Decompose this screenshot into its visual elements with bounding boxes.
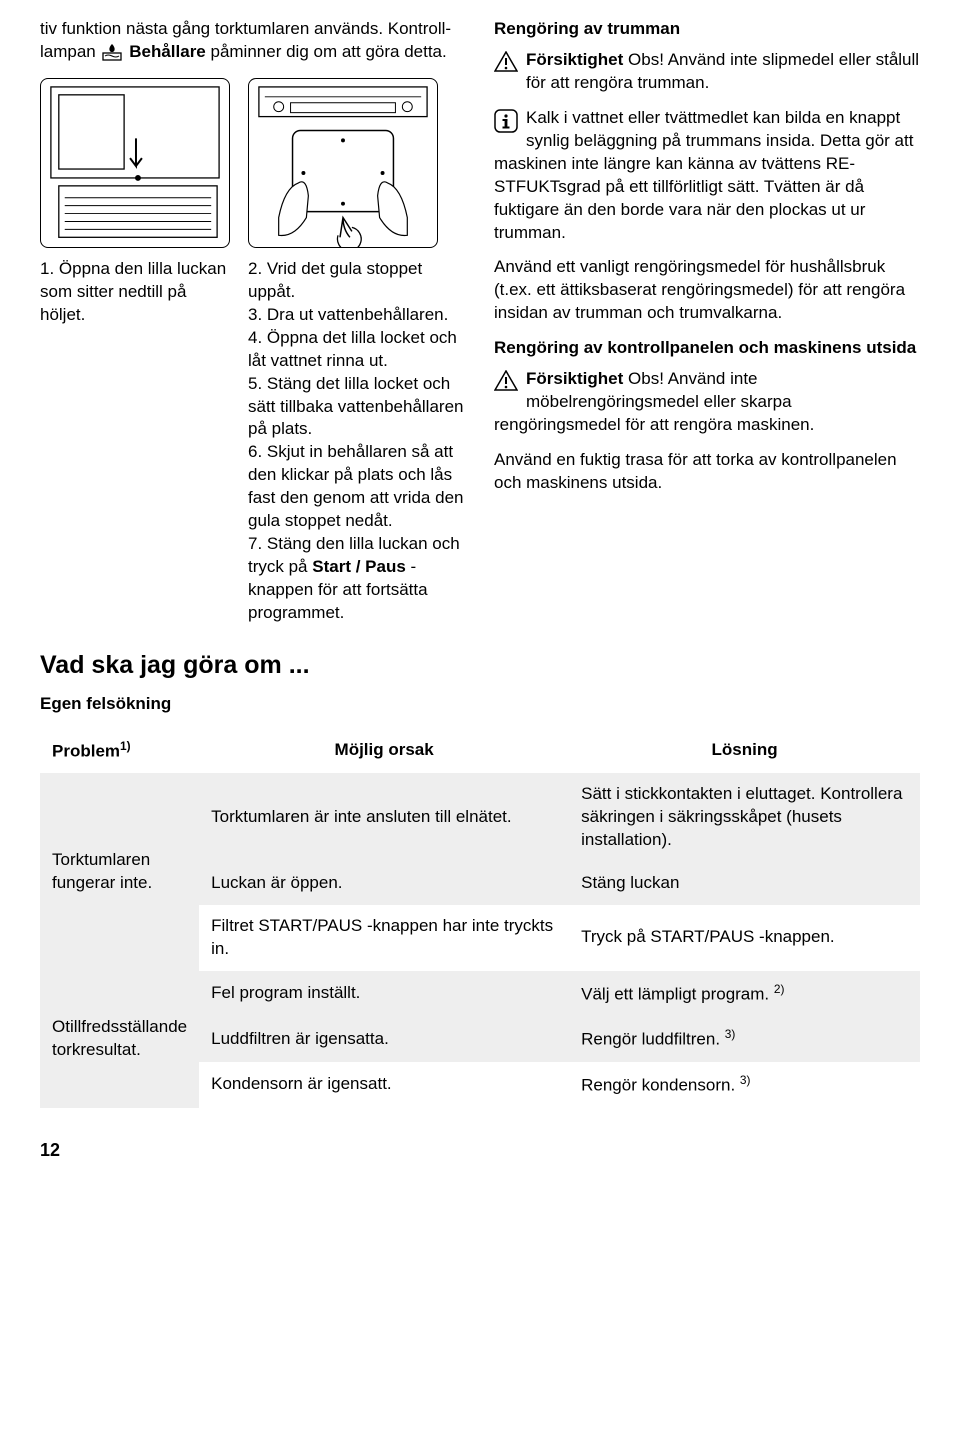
heading-drum-cleaning: Rengöring av trumman (494, 18, 920, 41)
td-solution: Rengör luddfiltren. 3) (569, 1016, 920, 1062)
td-solution-text: Rengör kondensorn. (581, 1076, 740, 1095)
container-indicator-icon (102, 43, 122, 61)
step-7-bold: Start / Paus (312, 557, 406, 576)
td-cause: Filtret START/PAUS -knappen har inte try… (199, 905, 569, 971)
caution-icon (494, 370, 518, 392)
intro-text-c: påminner dig om att göra detta. (206, 42, 447, 61)
subsection-own-troubleshoot: Egen felsökning (40, 693, 920, 716)
right-column: Rengöring av trumman Försiktighet Obs! A… (494, 18, 920, 625)
table-row: Otillfredsställande torkresultat. Fel pr… (40, 971, 920, 1017)
step-5: 5. Stäng det lilla locket och sätt tillb… (248, 373, 466, 442)
td-solution: Rengör kondensorn. 3) (569, 1062, 920, 1108)
intro-paragraph: tiv funktion nästa gång torktumlaren anv… (40, 18, 466, 64)
caution-label-2: Försiktighet (526, 369, 623, 388)
caution-icon (494, 51, 518, 73)
table-row: Torktumlaren fungerar inte. Torktumlaren… (40, 773, 920, 862)
info-icon (494, 109, 518, 133)
caution-block-1: Försiktighet Obs! Använd inte slipmedel … (494, 49, 920, 95)
heading-panel-cleaning: Rengöring av kontrollpanelen och maskine… (494, 337, 920, 360)
page-number: 12 (40, 1138, 920, 1162)
troubleshoot-table: Problem1) Möjlig orsak Lösning Torktumla… (40, 728, 920, 1108)
td-solution: Sätt i stickkontakten i eluttaget. Kontr… (569, 773, 920, 862)
td-solution-sup: 3) (740, 1073, 751, 1087)
td-cause: Fel program inställt. (199, 971, 569, 1017)
caption-step-1: 1. Öppna den lilla luckan som sitter ned… (40, 258, 230, 625)
td-cause: Torktumlaren är inte ansluten till elnät… (199, 773, 569, 862)
intro-bold: Behållare (129, 42, 206, 61)
td-solution-text: Rengör luddfiltren. (581, 1030, 725, 1049)
td-solution: Stäng luckan (569, 862, 920, 905)
td-cause: Kondensorn är igensatt. (199, 1062, 569, 1108)
th-problem-text: Problem (52, 741, 120, 760)
figure-row (40, 78, 466, 248)
caution-label-1: Försiktighet (526, 50, 623, 69)
caution-block-2: Försiktighet Obs! Använd inte möbelrengö… (494, 368, 920, 437)
td-cause: Luddfiltren är igensatta. (199, 1016, 569, 1062)
td-solution: Tryck på START/PAUS -knappen. (569, 905, 920, 971)
step-4: 4. Öppna det lilla locket och låt vattne… (248, 327, 466, 373)
th-problem-sup: 1) (120, 739, 131, 753)
left-column: tiv funktion nästa gång torktumlaren anv… (40, 18, 466, 625)
step-3: 3. Dra ut vattenbehållaren. (248, 304, 466, 327)
para-cleaning-agent: Använd ett vanligt rengöringsmedel för h… (494, 256, 920, 325)
th-problem: Problem1) (40, 728, 199, 774)
td-solution-text: Välj ett lämpligt program. (581, 984, 774, 1003)
section-troubleshoot-title: Vad ska jag göra om ... (40, 649, 920, 683)
info-block-1: Kalk i vattnet eller tvättmedlet kan bil… (494, 107, 920, 245)
td-solution: Välj ett lämpligt program. 2) (569, 971, 920, 1017)
caption-row: 1. Öppna den lilla luckan som sitter ned… (40, 258, 466, 625)
info-text-1: Kalk i vattnet eller tvättmedlet kan bil… (494, 108, 913, 242)
step-7: 7. Stäng den lilla luckan och tryck på S… (248, 533, 466, 625)
th-cause: Möjlig orsak (199, 728, 569, 774)
para-damp-cloth: Använd en fuktig trasa för att torka av … (494, 449, 920, 495)
td-cause: Luckan är öppen. (199, 862, 569, 905)
table-header-row: Problem1) Möjlig orsak Lösning (40, 728, 920, 774)
upper-two-column: tiv funktion nästa gång torktumlaren anv… (40, 18, 920, 625)
td-problem-1: Torktumlaren fungerar inte. (40, 773, 199, 971)
th-solution: Lösning (569, 728, 920, 774)
steps-2-7: 2. Vrid det gula stoppet uppåt. 3. Dra u… (248, 258, 466, 625)
figure-1-open-hatch (40, 78, 230, 248)
td-solution-sup: 3) (725, 1027, 736, 1041)
step-6: 6. Skjut in behållaren så att den klicka… (248, 441, 466, 533)
td-solution-sup: 2) (774, 982, 785, 996)
step-2: 2. Vrid det gula stoppet uppåt. (248, 258, 466, 304)
td-problem-2: Otillfredsställande torkresultat. (40, 971, 199, 1108)
figure-2-remove-container (248, 78, 438, 248)
